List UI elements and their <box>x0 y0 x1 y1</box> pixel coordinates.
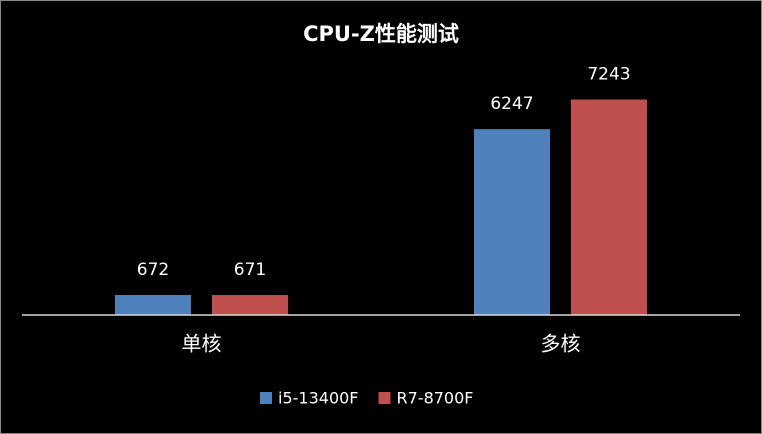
value-label: 672 <box>137 260 169 280</box>
bar <box>571 99 647 315</box>
legend-label: i5-13400F <box>278 389 359 408</box>
bar <box>115 295 191 315</box>
value-label: 671 <box>234 260 266 280</box>
legend-swatch <box>260 392 272 404</box>
x-tick-label: 多核 <box>541 332 581 356</box>
value-label: 6247 <box>490 94 533 114</box>
value-label: 7243 <box>587 65 630 85</box>
legend-label: R7-8700F <box>397 389 474 408</box>
x-tick-label: 单核 <box>182 332 222 356</box>
legend-swatch <box>378 392 391 404</box>
chart-title: CPU-Z性能测试 <box>303 22 459 46</box>
bar <box>212 295 288 315</box>
bar <box>474 129 550 315</box>
